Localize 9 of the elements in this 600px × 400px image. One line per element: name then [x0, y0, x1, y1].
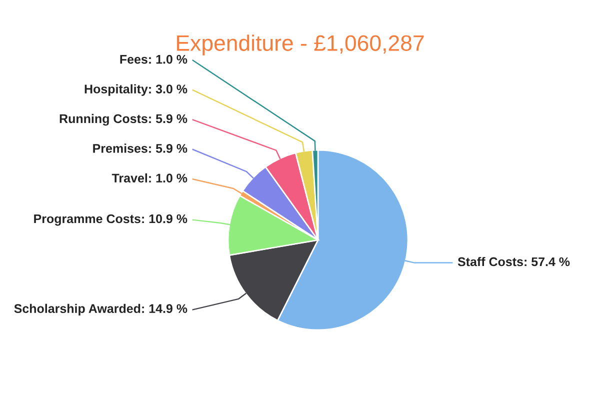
slice-label: Running Costs: 5.9 %	[60, 114, 188, 126]
slice-label: Staff Costs: 57.4 %	[458, 256, 570, 266]
slice-label: Fees: 1.0 %	[120, 54, 188, 64]
slice-label: Scholarship Awarded: 14.9 %	[14, 304, 188, 316]
slice-label: Premises: 5.9 %	[93, 144, 188, 153]
slice-label: Hospitality: 3.0 %	[84, 84, 188, 96]
slice-label: Programme Costs: 10.9 %	[34, 214, 188, 226]
slice-label: Travel: 1.0 %	[112, 173, 188, 183]
chart-title: Expenditure - £1,060,287	[177, 34, 424, 56]
